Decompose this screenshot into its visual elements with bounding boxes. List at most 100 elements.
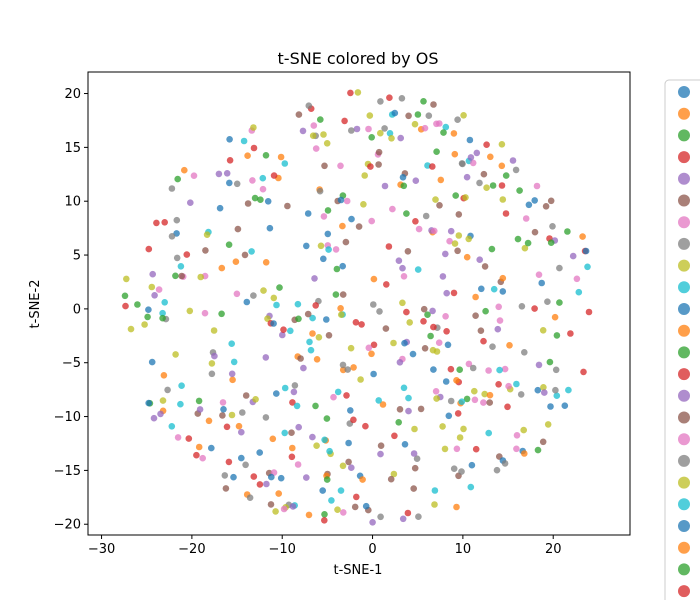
data-point xyxy=(228,370,236,378)
data-point xyxy=(376,308,383,315)
data-point xyxy=(411,425,418,433)
y-tick-label: 15 xyxy=(64,141,81,156)
data-point xyxy=(456,366,464,374)
data-point xyxy=(533,182,541,190)
data-point xyxy=(225,458,233,466)
data-point xyxy=(159,309,166,317)
data-point xyxy=(195,397,203,405)
data-point xyxy=(183,251,191,258)
data-point xyxy=(388,135,395,142)
data-point xyxy=(307,346,315,354)
data-point xyxy=(256,481,264,488)
data-point xyxy=(177,400,184,408)
legend-marker xyxy=(678,346,690,359)
data-point xyxy=(404,248,412,255)
data-point xyxy=(387,475,395,483)
data-point xyxy=(197,273,204,281)
data-point xyxy=(498,182,506,189)
data-point xyxy=(232,258,240,266)
data-point xyxy=(235,422,243,430)
data-point xyxy=(222,485,230,492)
data-point xyxy=(546,358,554,366)
y-tick-label: 5 xyxy=(73,249,81,264)
data-point xyxy=(455,211,463,218)
data-point xyxy=(315,334,323,341)
data-point xyxy=(229,376,236,384)
data-point xyxy=(174,434,182,441)
data-point xyxy=(460,425,467,433)
data-point xyxy=(155,286,163,293)
data-point xyxy=(453,377,460,384)
data-point xyxy=(400,182,408,190)
data-point xyxy=(422,212,430,220)
data-point xyxy=(409,350,417,358)
data-point xyxy=(244,200,252,207)
data-point xyxy=(161,299,168,306)
data-point xyxy=(244,152,251,159)
data-point xyxy=(454,116,461,123)
data-point xyxy=(193,451,200,459)
data-point xyxy=(424,311,431,319)
data-point xyxy=(281,384,289,392)
data-point xyxy=(486,399,494,406)
data-point xyxy=(368,350,375,358)
data-point xyxy=(450,289,458,297)
data-point xyxy=(450,130,458,137)
data-point xyxy=(444,341,452,349)
data-point xyxy=(463,253,471,261)
data-point xyxy=(401,339,408,347)
data-point xyxy=(435,339,443,347)
data-point xyxy=(493,466,501,474)
data-point xyxy=(248,248,255,255)
data-point xyxy=(309,314,316,322)
data-point xyxy=(361,172,369,179)
data-point xyxy=(521,349,528,356)
data-point xyxy=(233,290,241,298)
y-tick-label: 10 xyxy=(64,195,81,210)
data-point xyxy=(225,241,233,248)
data-point xyxy=(368,134,376,141)
data-point xyxy=(305,102,313,109)
y-tick-label: −15 xyxy=(54,464,81,479)
data-point xyxy=(431,227,438,235)
data-point xyxy=(420,98,427,105)
data-point xyxy=(458,398,466,406)
data-point xyxy=(573,275,581,283)
data-point xyxy=(405,112,412,120)
data-point xyxy=(215,170,223,178)
data-point xyxy=(512,166,520,174)
data-point xyxy=(518,303,526,310)
data-point xyxy=(502,172,510,179)
data-point xyxy=(476,179,483,187)
data-point xyxy=(279,331,286,339)
data-point xyxy=(268,473,275,481)
data-point xyxy=(542,203,550,210)
legend-frame xyxy=(664,79,700,600)
data-point xyxy=(544,421,552,428)
data-point xyxy=(359,476,366,483)
data-point xyxy=(499,274,507,282)
data-point xyxy=(398,95,406,102)
data-point xyxy=(250,124,257,131)
data-point xyxy=(323,476,331,483)
data-point xyxy=(467,154,475,161)
data-point xyxy=(495,381,502,388)
data-point xyxy=(446,237,453,245)
data-point xyxy=(547,197,555,205)
data-point xyxy=(567,330,574,337)
data-point xyxy=(547,403,554,410)
data-point xyxy=(297,355,304,362)
data-point xyxy=(531,197,538,204)
data-point xyxy=(506,342,513,349)
data-point xyxy=(257,196,264,203)
data-point xyxy=(399,174,407,181)
data-point xyxy=(477,327,485,335)
data-point xyxy=(216,204,224,212)
data-point xyxy=(312,402,319,410)
data-point xyxy=(123,275,130,283)
data-point xyxy=(513,445,520,453)
data-point xyxy=(159,314,166,322)
data-point xyxy=(447,365,455,373)
legend-marker xyxy=(678,563,690,576)
